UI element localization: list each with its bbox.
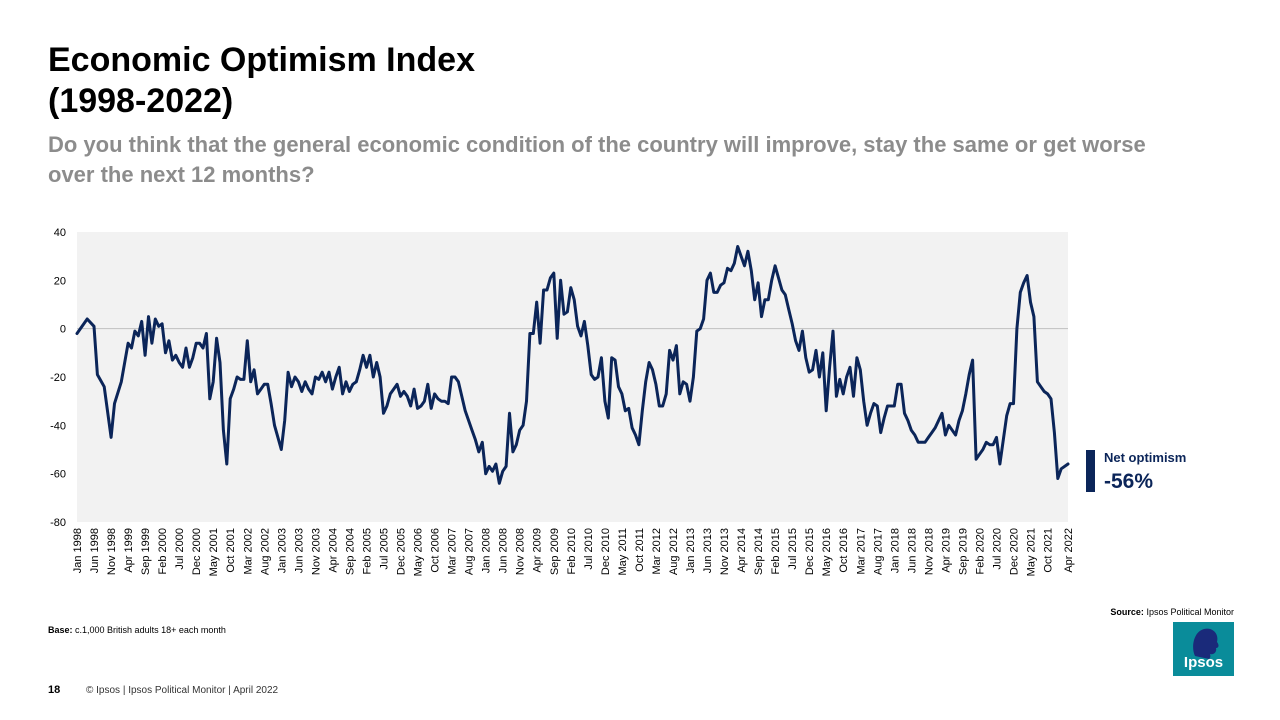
x-tick-label: Sep 2004	[344, 528, 356, 575]
x-tick-label: May 2006	[413, 528, 425, 576]
x-tick-label: Sep 2014	[753, 528, 765, 575]
y-tick-label: -40	[50, 420, 66, 432]
x-tick-label: Nov 2013	[719, 528, 731, 575]
legend-swatch	[1086, 450, 1095, 492]
x-tick-label: Dec 2000	[191, 528, 203, 575]
x-tick-label: Nov 1998	[106, 528, 118, 575]
y-tick-label: 0	[60, 324, 66, 336]
question-subtitle: Do you think that the general economic c…	[48, 132, 1146, 187]
ipsos-logo: Ipsos	[1173, 622, 1234, 676]
x-tick-label: Jun 2003	[293, 528, 305, 573]
x-tick-label: Dec 2020	[1009, 528, 1021, 575]
x-tick-label: Nov 2018	[923, 528, 935, 575]
x-tick-label: Jan 2003	[276, 528, 288, 573]
x-tick-label: Apr 2019	[940, 528, 952, 573]
x-tick-label: Jun 2018	[906, 528, 918, 573]
x-tick-label: Jan 2008	[481, 528, 493, 573]
x-tick-label: Mar 2012	[651, 528, 663, 574]
x-tick-label: Dec 2015	[804, 528, 816, 575]
base-note: Base: c.1,000 British adults 18+ each mo…	[48, 625, 226, 635]
x-tick-label: Mar 2017	[855, 528, 867, 574]
x-tick-label: Jun 2013	[702, 528, 714, 573]
y-tick-label: -20	[50, 372, 66, 384]
x-tick-label: Aug 2017	[872, 528, 884, 575]
title-line-2: (1998-2022)	[48, 82, 234, 120]
x-tick-label: Feb 2000	[157, 528, 169, 574]
x-tick-label: Jan 2013	[685, 528, 697, 573]
x-tick-label: Feb 2005	[361, 528, 373, 574]
x-tick-label: Oct 2006	[430, 528, 442, 573]
plot-area	[77, 232, 1068, 522]
legend-value: -56%	[1104, 470, 1154, 493]
x-tick-label: Apr 2022	[1063, 528, 1075, 573]
x-tick-label: Jun 1998	[89, 528, 101, 573]
x-tick-label: Mar 2002	[242, 528, 254, 574]
x-tick-label: May 2016	[821, 528, 833, 576]
x-tick-label: Aug 2012	[668, 528, 680, 575]
x-tick-label: Dec 2010	[600, 528, 612, 575]
y-tick-label: 40	[54, 227, 66, 239]
y-tick-label: 20	[54, 275, 66, 287]
source-text: Ipsos Political Monitor	[1146, 607, 1234, 617]
x-tick-label: Oct 2011	[634, 528, 646, 572]
x-tick-label: May 2021	[1026, 528, 1038, 576]
x-tick-label: Apr 2004	[327, 528, 339, 573]
x-tick-label: Oct 2016	[838, 528, 850, 573]
x-tick-label: Feb 2020	[974, 528, 986, 574]
x-tick-label: Oct 2021	[1043, 528, 1055, 573]
x-tick-label: Sep 2019	[957, 528, 969, 575]
x-tick-label: Aug 2002	[259, 528, 271, 575]
x-tick-label: May 2001	[208, 528, 220, 576]
y-tick-label: -80	[50, 517, 66, 529]
x-tick-label: Feb 2015	[770, 528, 782, 574]
x-tick-label: Apr 2009	[532, 528, 544, 573]
x-tick-label: Feb 2010	[566, 528, 578, 574]
x-tick-label: Jul 2010	[583, 528, 595, 570]
x-tick-label: Apr 2014	[736, 528, 748, 573]
footer-text: © Ipsos | Ipsos Political Monitor | Apri…	[86, 685, 279, 696]
x-tick-label: Jul 2020	[991, 528, 1003, 570]
x-tick-label: Jul 2005	[378, 528, 390, 570]
base-label: Base:	[48, 625, 73, 635]
x-tick-label: Jul 2000	[174, 528, 186, 570]
page-number: 18	[48, 684, 61, 696]
x-tick-label: Jun 2008	[498, 528, 510, 573]
x-tick-label: Sep 2009	[549, 528, 561, 575]
y-tick-label: -60	[50, 469, 66, 481]
page-title: Economic Optimism Index (1998-2022)	[48, 40, 475, 122]
logo-text: Ipsos	[1183, 654, 1224, 671]
base-text: c.1,000 British adults 18+ each month	[75, 625, 226, 635]
x-tick-label: May 2011	[617, 528, 629, 576]
title-line-1: Economic Optimism Index	[48, 41, 475, 79]
x-tick-label: Jan 2018	[889, 528, 901, 573]
x-tick-label: Aug 2007	[464, 528, 476, 575]
x-tick-label: Oct 2001	[225, 528, 237, 573]
x-tick-label: Nov 2008	[515, 528, 527, 575]
x-tick-label: Jul 2015	[787, 528, 799, 570]
x-tick-label: Mar 2007	[447, 528, 459, 574]
x-tick-label: Dec 2005	[396, 528, 408, 575]
x-tick-label: Apr 1999	[123, 528, 135, 573]
series-line-net-optimism	[75, 245, 1070, 485]
x-tick-label: Jan 1998	[72, 528, 84, 573]
x-tick-label: Sep 1999	[140, 528, 152, 575]
source-label: Source:	[1110, 607, 1144, 617]
legend-label: Net optimism	[1104, 450, 1187, 465]
head-silhouette-icon	[1193, 628, 1219, 659]
source-note: Source: Ipsos Political Monitor	[1110, 607, 1234, 617]
x-tick-label: Nov 2003	[310, 528, 322, 575]
